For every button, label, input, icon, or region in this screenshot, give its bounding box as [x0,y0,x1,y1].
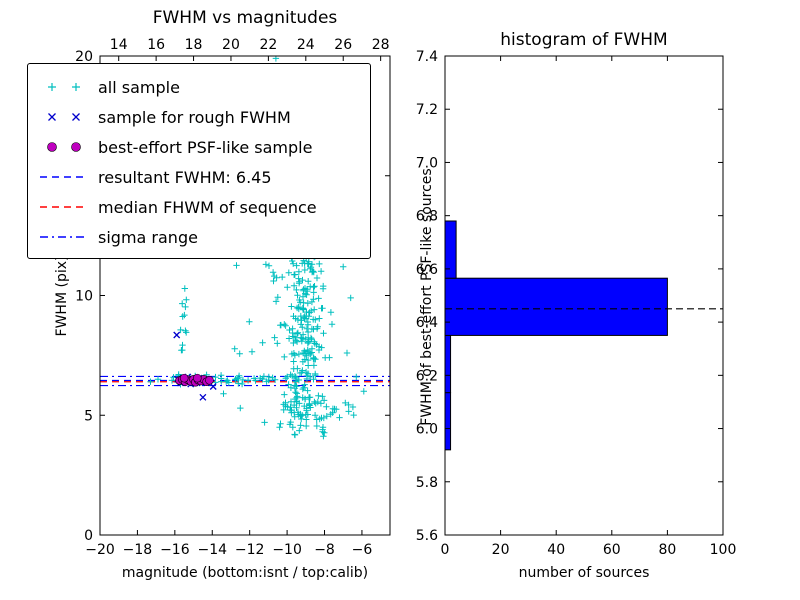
legend-label: all sample [98,77,180,97]
tick-label: 40 [547,542,565,558]
tick-label: 6.6 [416,262,438,278]
tick-label: 26 [334,37,352,53]
tick-label: 7.2 [416,102,438,118]
tick-label: 0 [84,528,93,544]
tick-label: −20 [85,542,115,558]
tick-label: 22 [259,37,277,53]
tick-label: −12 [235,542,265,558]
legend-label: best-effort PSF-like sample [98,137,313,157]
histogram-bar [444,220,457,279]
legend-row-0: all sample [36,72,364,102]
right-plot-ylabel: FWHM of best-effort PSF-like sources [419,168,435,426]
legend-dashed-line-icon [40,176,88,178]
tick-label: 5.6 [416,528,438,544]
tick-label: −14 [197,542,227,558]
tick-label: 6.0 [416,422,438,438]
tick-label: 5 [84,408,93,424]
left-plot-area [100,56,390,440]
right-plot-title: histogram of FWHM [500,30,668,50]
tick-label: 0 [441,542,450,558]
legend-row-5: sigma range [36,222,364,252]
tick-label: 20 [75,49,93,65]
tick-label: 24 [297,37,315,53]
legend-row-1: sample for rough FWHM [36,102,364,132]
legend-label: sample for rough FWHM [98,107,291,127]
tick-label: 7.0 [416,155,438,171]
rough-fwhm-points [173,331,217,401]
legend-x-marker-icon [48,113,80,121]
tick-label: −8 [314,542,335,558]
tick-label: 6.8 [416,209,438,225]
tick-label: 20 [222,37,240,53]
tick-label: 100 [710,542,737,558]
histogram-bar [444,334,452,394]
histogram-bar [444,392,452,451]
right-plot-xlabel: number of sources [518,565,650,581]
tick-label: 60 [603,542,621,558]
tick-label: 6.4 [416,315,438,331]
tick-label: 10 [75,289,93,305]
tick-label: 20 [492,542,510,558]
tick-label: 28 [372,37,390,53]
legend-label: resultant FWHM: 6.45 [98,167,272,187]
legend-label: sigma range [98,227,198,247]
histogram-bar [444,277,668,336]
legend-row-3: resultant FWHM: 6.45 [36,162,364,192]
psf-like-point [179,373,189,383]
tick-label: −16 [160,542,190,558]
psf-like-point [192,373,202,383]
legend: all sample sample for rough FWHM best-effo… [27,63,371,259]
tick-label: 14 [110,37,128,53]
legend-dashed-line-icon [40,206,88,208]
legend-dashdot-line-icon [40,236,88,238]
left-plot-title: FWHM vs magnitudes [152,8,338,28]
tick-label: 6.2 [416,368,438,384]
tick-label: 18 [185,37,203,53]
legend-row-2: best-effort PSF-like sample [36,132,364,162]
left-plot-ylabel: FWHM (pix) [54,255,70,337]
tick-label: −18 [123,542,153,558]
tick-label: 5.8 [416,475,438,491]
tick-label: 7.4 [416,49,438,65]
left-plot-xlabel: magnitude (bottom:isnt / top:calib) [121,565,369,581]
psf-like-point [205,375,214,385]
legend-plus-marker-icon [48,83,80,91]
legend-label: median FHWM of sequence [98,197,317,217]
tick-label: 16 [147,37,165,53]
tick-label: 80 [658,542,676,558]
legend-row-4: median FHWM of sequence [36,192,364,222]
right-axes-frame [444,55,724,536]
tick-label: −6 [352,542,373,558]
legend-circle-marker-icon [47,142,81,152]
tick-label: −10 [272,542,302,558]
